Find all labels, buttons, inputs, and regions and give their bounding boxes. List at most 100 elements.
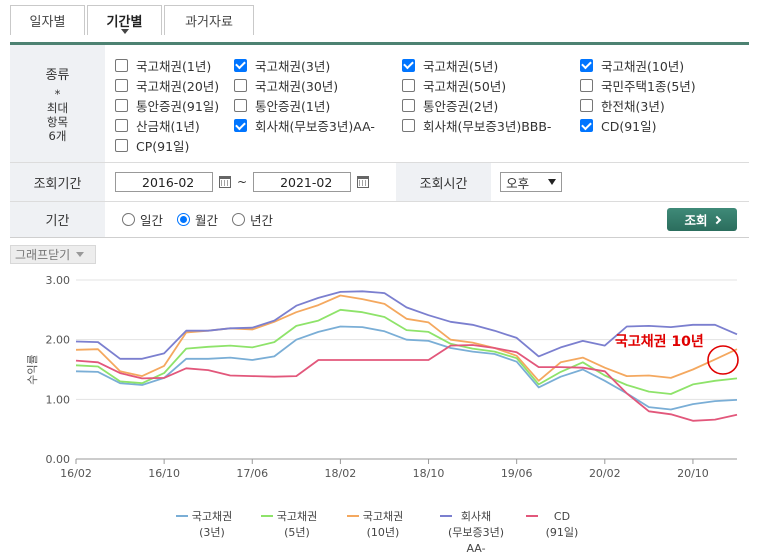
type-checkbox-label: 국고채권(1년) xyxy=(136,58,212,74)
type-checkbox-item[interactable]: 한전채(3년) xyxy=(580,95,740,115)
type-checkbox-item[interactable]: 산금채(1년) xyxy=(115,116,234,136)
y-tick-label: 0.00 xyxy=(46,453,71,466)
type-checkbox-label: 통안증권(1년) xyxy=(255,98,331,114)
time-query-label: 조회시간 xyxy=(396,163,492,201)
checkbox[interactable] xyxy=(115,139,128,153)
legend-label: (5년) xyxy=(284,526,310,539)
type-checkbox-label: 국고채권(20년) xyxy=(136,78,220,94)
type-checkbox-item[interactable]: 국고채권(1년) xyxy=(115,55,234,75)
type-checkbox-item[interactable]: 국고채권(30년) xyxy=(234,75,402,95)
calendar-icon[interactable] xyxy=(357,176,370,188)
radio-monthly-dot[interactable] xyxy=(177,213,191,226)
legend-label: 회사채 xyxy=(461,510,491,523)
checkbox-checked[interactable] xyxy=(234,58,247,72)
checkbox[interactable] xyxy=(115,58,128,72)
date-separator: ~ xyxy=(237,175,248,189)
type-max-note: * 최대 항목 6개 xyxy=(46,87,69,143)
checkbox[interactable] xyxy=(115,98,128,112)
y-tick-label: 1.00 xyxy=(46,393,71,406)
query-button[interactable]: 조회 xyxy=(667,208,737,231)
legend-label: 국고채권 xyxy=(363,510,403,523)
y-axis-label: 수익률 xyxy=(26,354,39,384)
legend-label: (3년) xyxy=(199,526,225,539)
type-checkbox-item[interactable]: CP(91일) xyxy=(115,136,234,156)
start-date-value: 2016-02 xyxy=(142,174,195,190)
checkbox[interactable] xyxy=(115,78,128,92)
calendar-icon[interactable] xyxy=(219,176,231,188)
checkbox-checked[interactable] xyxy=(234,119,247,133)
checkbox-checked[interactable] xyxy=(580,58,593,72)
chevron-down-icon xyxy=(548,179,557,185)
type-checkbox-grid: 국고채권(1년) 국고채권(3년) 국고채권(5년) 국고채권(10년) 국고채권(20… xyxy=(105,45,740,162)
graph-close-toggle[interactable]: 그래프닫기 xyxy=(10,245,96,264)
type-checkbox-item[interactable]: 국고채권(3년) xyxy=(234,55,402,75)
x-tick-label: 16/02 xyxy=(60,467,92,480)
type-checkbox-item[interactable]: 회사채(무보증3년)BBB- xyxy=(402,116,580,136)
search-form: 종류 * 최대 항목 6개 국고채권(1년) 국고채권(3년) 국고채권(5년) 국고채권(… xyxy=(10,45,749,238)
period-query-label: 조회기간 xyxy=(10,163,105,201)
series-line xyxy=(75,308,738,395)
y-tick-label: 2.00 xyxy=(46,334,71,347)
period-row: 기간 일간 월간 년간 조회 xyxy=(10,201,749,237)
checkbox[interactable] xyxy=(234,78,247,92)
period-label: 기간 xyxy=(10,202,105,237)
type-checkbox-label: 국고채권(10년) xyxy=(601,58,685,74)
type-checkbox-label: CP(91일) xyxy=(136,139,190,155)
checkbox[interactable] xyxy=(402,119,415,133)
start-date-input[interactable]: 2016-02 xyxy=(115,172,213,192)
type-label: 종류 xyxy=(45,68,70,83)
x-tick-label: 16/10 xyxy=(148,467,180,480)
radio-yearly-dot[interactable] xyxy=(232,213,246,226)
checkbox[interactable] xyxy=(115,119,128,133)
type-checkbox-item[interactable]: CD(91일) xyxy=(580,116,740,136)
type-checkbox-label: CD(91일) xyxy=(601,119,657,135)
radio-monthly[interactable]: 월간 xyxy=(177,210,218,229)
tab-history[interactable]: 과거자료 xyxy=(164,5,254,35)
end-date-value: 2021-02 xyxy=(280,174,333,190)
checkbox-checked[interactable] xyxy=(580,119,593,133)
tab-daily-label: 일자별 xyxy=(29,15,66,30)
type-row: 종류 * 최대 항목 6개 국고채권(1년) 국고채권(3년) 국고채권(5년) 국고채권(… xyxy=(10,45,749,162)
radio-daily-label: 일간 xyxy=(140,213,164,228)
checkbox-checked[interactable] xyxy=(402,58,415,72)
time-select[interactable]: 오후 xyxy=(500,172,563,192)
legend-label: (91일) xyxy=(546,525,579,539)
period-query-row: 조회기간 2016-02 ~ 2021-02 조회시간 오후 xyxy=(10,162,749,201)
radio-monthly-label: 월간 xyxy=(195,213,219,228)
radio-daily-dot[interactable] xyxy=(122,213,135,226)
checkbox[interactable] xyxy=(402,98,415,112)
time-select-value: 오후 xyxy=(506,175,530,191)
x-tick-label: 19/06 xyxy=(501,467,533,480)
type-checkbox-label: 국고채권(50년) xyxy=(423,78,507,94)
type-checkbox-item[interactable]: 국고채권(50년) xyxy=(402,75,580,95)
checkbox[interactable] xyxy=(580,98,593,112)
type-checkbox-item[interactable]: 통안증권(91일) xyxy=(115,95,234,115)
checkbox[interactable] xyxy=(580,78,593,92)
type-checkbox-item[interactable]: 국고채권(10년) xyxy=(580,55,740,75)
checkbox[interactable] xyxy=(234,98,247,112)
tab-bar: 일자별 기간별 과거자료 xyxy=(10,5,256,35)
radio-daily[interactable]: 일간 xyxy=(122,210,163,229)
series-line xyxy=(75,294,738,382)
type-checkbox-item[interactable]: 국고채권(5년) xyxy=(402,55,580,75)
type-checkbox-item[interactable]: 통안증권(2년) xyxy=(402,95,580,115)
series-line xyxy=(75,290,738,360)
checkbox[interactable] xyxy=(402,78,415,92)
x-tick-label: 20/10 xyxy=(677,467,709,480)
type-checkbox-label: 회사채(무보증3년)BBB- xyxy=(423,119,552,135)
tab-history-label: 과거자료 xyxy=(185,15,233,30)
x-tick-label: 17/06 xyxy=(236,467,268,480)
tab-daily[interactable]: 일자별 xyxy=(10,5,85,35)
type-checkbox-item[interactable]: 통안증권(1년) xyxy=(234,95,402,115)
radio-yearly[interactable]: 년간 xyxy=(232,210,273,229)
type-checkbox-item[interactable]: 국민주택1종(5년) xyxy=(580,75,740,95)
tab-period[interactable]: 기간별 xyxy=(87,5,162,35)
type-checkbox-item[interactable]: 회사채(무보증3년)AA- xyxy=(234,116,402,136)
type-checkbox-label: 국민주택1종(5년) xyxy=(601,78,696,94)
graph-close-label: 그래프닫기 xyxy=(15,248,71,262)
type-checkbox-label: 국고채권(3년) xyxy=(255,58,331,74)
type-checkbox-item[interactable]: 국고채권(20년) xyxy=(115,75,234,95)
chevron-down-icon xyxy=(76,252,85,257)
end-date-input[interactable]: 2021-02 xyxy=(253,172,352,192)
